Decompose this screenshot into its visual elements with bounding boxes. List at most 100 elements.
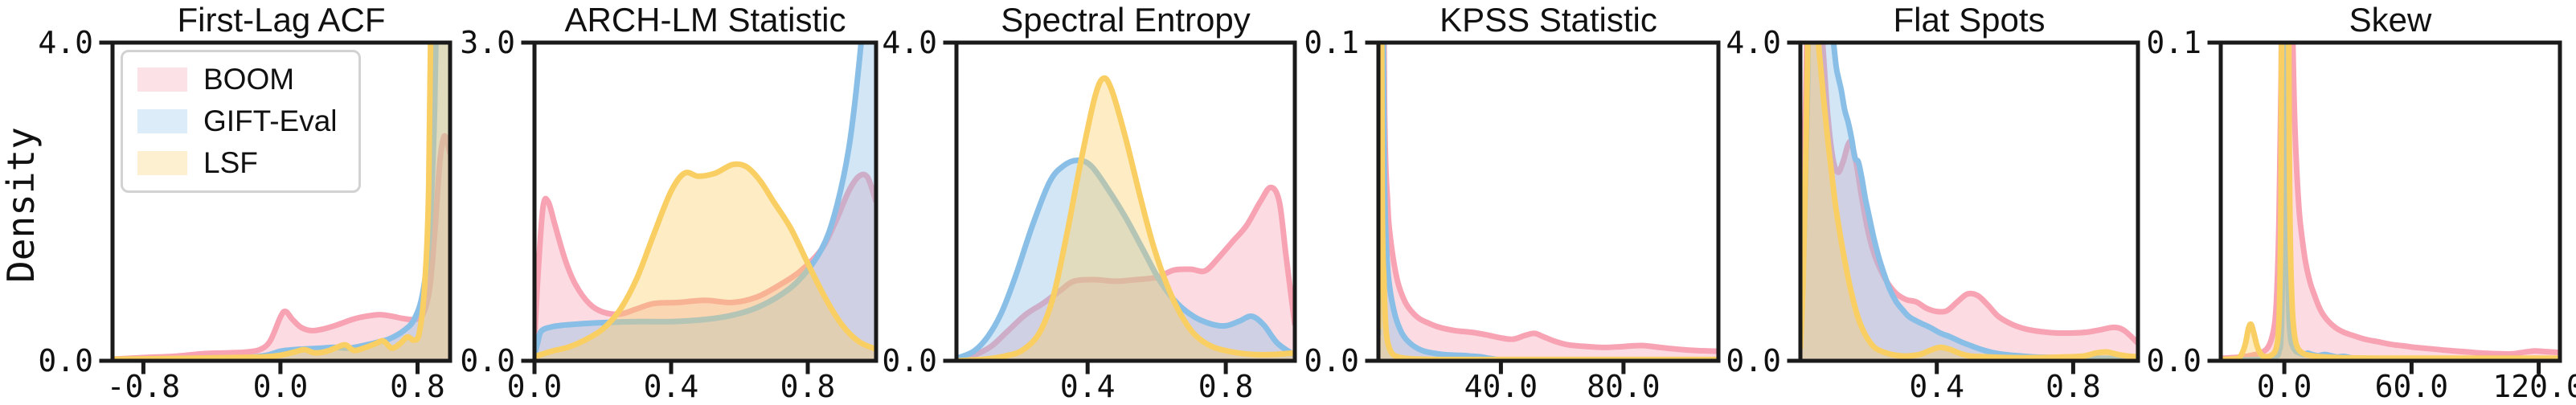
kde-line-gift-eval	[2221, 43, 2560, 361]
panel-kpss	[1361, 38, 1728, 382]
kde-fill-lsf	[1800, 43, 2138, 361]
x-tick-mark	[416, 362, 420, 374]
kde-line-gift-eval	[956, 158, 1295, 361]
x-tick-label: 0.4	[643, 369, 699, 404]
x-tick-label: 0.8	[390, 369, 445, 404]
x-tick-mark	[669, 362, 674, 374]
panel-title-skew: Skew	[2349, 1, 2432, 39]
kde-plot-0	[99, 40, 453, 374]
kde-fill-gift-eval	[1378, 43, 1718, 361]
kde-line-gift-eval	[1378, 43, 1718, 361]
legend-item-boom: BOOM	[137, 63, 338, 96]
y-tick-label: 0.1	[2146, 25, 2201, 60]
kde-line-lsf	[1800, 43, 2138, 361]
axis-box	[532, 40, 878, 363]
legend-item-gift-eval: GIFT-Eval	[137, 105, 338, 137]
axis-box	[1798, 40, 2140, 363]
panel-title-kpss: KPSS Statistic	[1440, 1, 1657, 39]
x-tick-label: 0.4	[1059, 369, 1116, 404]
x-tick-mark	[2537, 362, 2541, 374]
x-tick-label: 120.0	[2492, 369, 2576, 404]
x-tick-mark	[2070, 362, 2075, 374]
y-tick-mark	[1787, 358, 1799, 363]
y-tick-label: 0.0	[2146, 343, 2201, 378]
kde-line-boom	[1378, 43, 1718, 354]
kde-plot-3	[1365, 40, 1721, 374]
kde-fill-boom	[2221, 43, 2560, 361]
kde-fill-gift-eval	[956, 160, 1295, 361]
y-tick-mark	[943, 358, 955, 363]
x-tick-mark	[2282, 362, 2287, 374]
x-tick-mark	[1935, 362, 1939, 374]
kde-line-boom	[534, 171, 876, 343]
x-tick-mark	[1085, 362, 1090, 374]
panel-skew	[2203, 38, 2570, 382]
panel-title-arch-lm: ARCH-LM Statistic	[564, 1, 846, 39]
kde-plot-4	[1787, 40, 2140, 374]
kde-line-lsf	[956, 75, 1295, 361]
y-tick-mark	[521, 358, 533, 363]
axis-box	[110, 40, 453, 363]
y-tick-mark	[1365, 358, 1377, 363]
axis-box	[954, 40, 1297, 363]
x-tick-label: 0.4	[1909, 369, 1964, 404]
kde-line-lsf	[2221, 43, 2560, 361]
panel-first-lag-acf	[95, 38, 460, 382]
kde-plot-2	[943, 40, 1297, 374]
panel-title-spectral-entropy: Spectral Entropy	[1001, 1, 1251, 39]
x-tick-label: 0.0	[252, 369, 309, 404]
x-tick-mark	[1621, 362, 1626, 374]
y-tick-mark	[99, 40, 111, 45]
axis-box	[1376, 40, 1721, 363]
y-tick-label: 0.0	[1726, 343, 1781, 378]
y-tick-label: 0.0	[460, 343, 515, 378]
kde-line-lsf	[113, 43, 434, 361]
y-tick-label: 0.0	[38, 343, 93, 378]
x-tick-label: -0.8	[106, 369, 181, 404]
x-tick-mark	[141, 362, 145, 374]
y-tick-label: 0.1	[1304, 25, 1359, 60]
x-tick-mark	[278, 362, 283, 374]
x-tick-mark	[805, 362, 810, 374]
y-tick-label: 4.0	[1726, 25, 1781, 60]
legend-swatch	[137, 151, 187, 175]
legend-label: GIFT-Eval	[203, 104, 338, 137]
panel-arch-lm	[517, 38, 886, 382]
y-tick-mark	[2207, 358, 2219, 363]
kde-plot-5	[2207, 40, 2562, 374]
x-tick-label: 80.0	[1587, 369, 1661, 404]
kde-fill-gift-eval	[2221, 43, 2560, 361]
y-tick-mark	[521, 40, 533, 45]
x-tick-label: 0.8	[2046, 369, 2101, 404]
y-tick-mark	[99, 358, 111, 363]
y-tick-label: 4.0	[882, 25, 937, 60]
legend-item-lsf: LSF	[137, 147, 338, 179]
x-tick-label: 0.0	[2256, 369, 2312, 404]
kde-plot-1	[521, 40, 878, 374]
y-tick-label: 0.0	[882, 343, 937, 378]
legend: BOOM GIFT-Eval LSF	[121, 50, 361, 193]
panel-flat-spots	[1783, 38, 2148, 382]
x-tick-mark	[1223, 362, 1228, 374]
kde-fill-gift-eval	[113, 43, 450, 361]
kde-line-gift-eval	[1800, 43, 2138, 361]
y-tick-mark	[1365, 40, 1377, 45]
kde-fill-boom	[1378, 43, 1718, 361]
kde-line-gift-eval	[534, 43, 864, 357]
y-tick-label: 0.0	[1304, 343, 1359, 378]
kde-line-boom	[2221, 43, 2560, 361]
kde-line-boom	[113, 133, 450, 361]
kde-line-lsf	[534, 161, 876, 360]
x-tick-mark	[1498, 362, 1503, 374]
x-tick-label: 60.0	[2374, 369, 2449, 404]
y-tick-label: 4.0	[38, 25, 93, 60]
legend-label: BOOM	[203, 63, 295, 96]
kde-fill-boom	[956, 187, 1295, 361]
panel-title-first-lag-acf: First-Lag ACF	[177, 1, 386, 39]
y-tick-label: 3.0	[460, 25, 515, 60]
panel-title-flat-spots: Flat Spots	[1893, 1, 2046, 39]
axis-box	[2218, 40, 2562, 363]
legend-swatch	[137, 68, 187, 92]
x-tick-label: 0.0	[506, 369, 563, 404]
